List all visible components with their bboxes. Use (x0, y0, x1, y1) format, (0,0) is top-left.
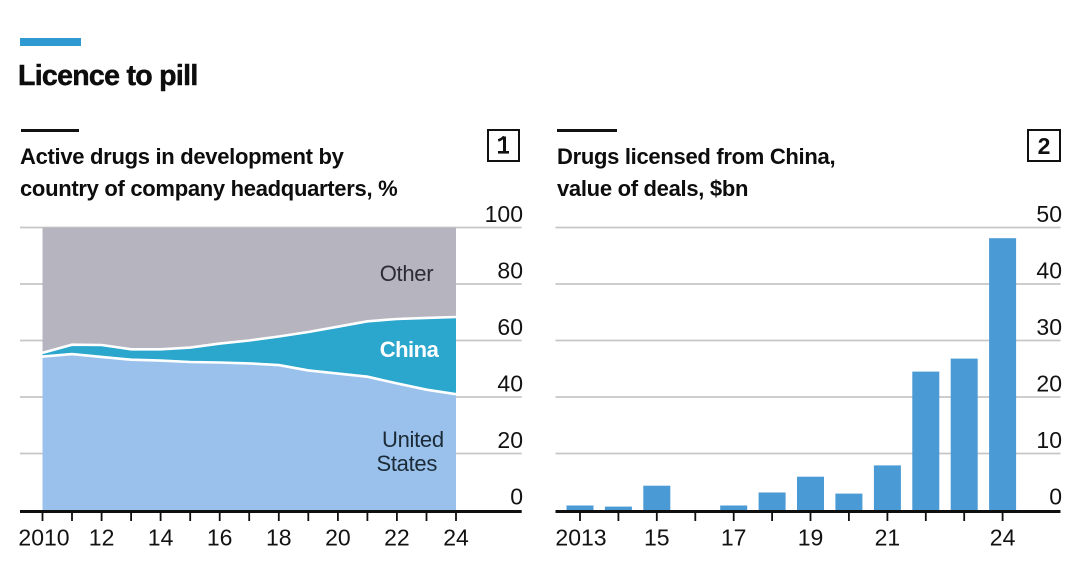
svg-text:14: 14 (148, 525, 174, 551)
svg-text:24: 24 (990, 525, 1016, 551)
svg-text:12: 12 (89, 525, 115, 551)
svg-text:100: 100 (485, 201, 523, 227)
svg-text:17: 17 (721, 525, 747, 551)
svg-text:0: 0 (510, 484, 523, 510)
svg-text:19: 19 (798, 525, 824, 551)
svg-text:18: 18 (266, 525, 292, 551)
svg-text:50: 50 (1036, 201, 1062, 227)
svg-text:20: 20 (497, 427, 523, 453)
svg-text:21: 21 (875, 525, 901, 551)
svg-text:China: China (380, 337, 440, 362)
svg-text:Other: Other (380, 261, 434, 286)
svg-text:2013: 2013 (555, 525, 606, 551)
svg-text:80: 80 (497, 258, 523, 284)
svg-text:0: 0 (1049, 484, 1062, 510)
svg-text:60: 60 (497, 314, 523, 340)
svg-text:24: 24 (443, 525, 469, 551)
svg-text:40: 40 (497, 371, 523, 397)
svg-text:16: 16 (207, 525, 233, 551)
svg-text:United: United (382, 427, 444, 452)
svg-text:40: 40 (1036, 258, 1062, 284)
svg-text:2010: 2010 (18, 525, 69, 551)
svg-text:20: 20 (325, 525, 351, 551)
svg-text:10: 10 (1036, 427, 1062, 453)
svg-text:20: 20 (1036, 371, 1062, 397)
svg-text:States: States (377, 451, 438, 476)
svg-text:30: 30 (1036, 314, 1062, 340)
svg-text:22: 22 (384, 525, 410, 551)
svg-text:15: 15 (644, 525, 670, 551)
